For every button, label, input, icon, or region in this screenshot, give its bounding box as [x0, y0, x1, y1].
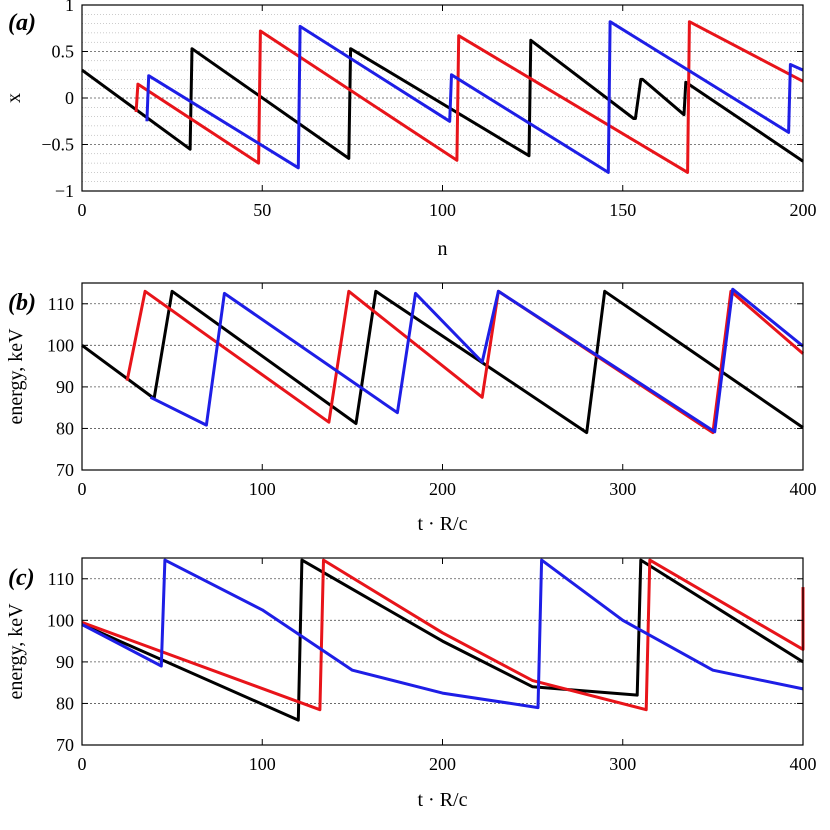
x-axis-label: n: [438, 238, 448, 260]
series-line-black: [81, 289, 804, 435]
panel-label: (c): [8, 565, 35, 591]
x-tick-label: 0: [78, 754, 87, 774]
series-line-blue: [81, 558, 804, 710]
y-axis-label: energy, keV: [5, 328, 27, 425]
panel-label: (a): [8, 10, 36, 36]
x-tick-label: 100: [249, 754, 276, 774]
y-tick-label: −1: [55, 181, 74, 201]
y-tick-label: 80: [56, 418, 74, 438]
y-axis-label: energy, keV: [5, 603, 27, 700]
y-tick-label: 100: [47, 335, 74, 355]
y-tick-label: 110: [48, 294, 74, 314]
y-tick-label: 110: [48, 569, 74, 589]
x-tick-label: 100: [249, 479, 276, 499]
panel-c: 0 100 200 300 400 70 80 90 100 110 t · R/c energy, …: [5, 557, 817, 811]
y-tick-label: −0.5: [41, 135, 74, 155]
x-axis-label: t · R/c: [418, 789, 468, 811]
x-tick-label: 300: [609, 479, 636, 499]
y-tick-label: 80: [56, 693, 74, 713]
x-tick-label: 300: [609, 754, 636, 774]
x-tick-label: 200: [429, 754, 456, 774]
x-axis-label: t · R/c: [418, 513, 468, 535]
y-tick-label: 0: [65, 88, 74, 108]
series-line-blue: [145, 20, 804, 174]
y-tick-label: 100: [47, 610, 74, 630]
y-tick-label: 0.5: [52, 42, 75, 62]
x-tick-label: 50: [253, 200, 271, 220]
x-tick-label: 200: [790, 200, 817, 220]
x-tick-label: 200: [429, 479, 456, 499]
y-tick-label: 70: [56, 735, 74, 755]
y-tick-label: 90: [56, 652, 74, 672]
x-tick-label: 400: [790, 754, 817, 774]
series-line-red: [81, 558, 805, 712]
series-line-blue: [149, 287, 804, 434]
y-axis-label: x: [3, 93, 25, 103]
y-tick-label: 1: [65, 0, 74, 15]
plot-frame: [81, 282, 804, 471]
series-line-black: [81, 38, 804, 163]
panel-label: (b): [8, 290, 36, 316]
x-tick-label: 0: [78, 479, 87, 499]
x-tick-label: 400: [790, 479, 817, 499]
panel-a: 0 50 100 150 200 −1 −0.5 0 0.5 1 n x (a): [3, 0, 817, 260]
y-tick-label: 90: [56, 377, 74, 397]
x-tick-label: 150: [609, 200, 636, 220]
y-tick-label: 70: [56, 460, 74, 480]
series-line-black: [81, 558, 804, 722]
panel-b: 0 100 200 300 400 70 80 90 100 110 t · R/c energy, …: [5, 282, 817, 535]
x-tick-label: 0: [78, 200, 87, 220]
series-line-red: [134, 20, 804, 174]
series-line-red: [125, 289, 804, 435]
x-tick-label: 100: [429, 200, 456, 220]
